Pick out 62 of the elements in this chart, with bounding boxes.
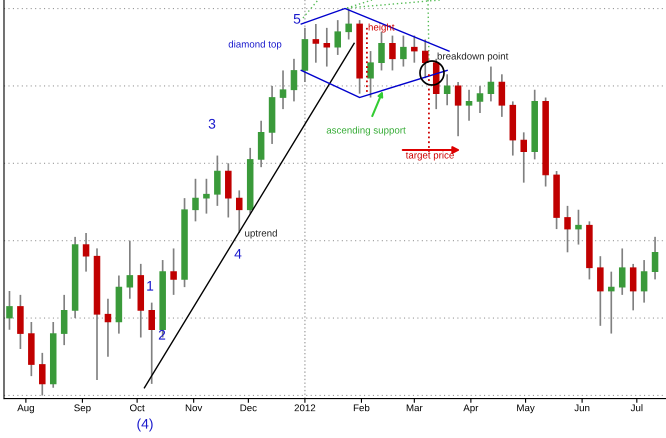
candlestick	[367, 50, 374, 98]
annotation: 3	[208, 118, 216, 129]
annotation: 4	[234, 249, 242, 259]
x-tick-label: Dec	[240, 404, 257, 412]
x-tick-label: Apr	[463, 404, 478, 414]
candlestick	[60, 294, 68, 346]
candlestick	[575, 208, 582, 246]
candlestick	[640, 259, 648, 304]
annotation: uptrend	[245, 229, 277, 239]
candlestick	[652, 236, 658, 280]
candlestick	[498, 73, 506, 118]
candlestick	[170, 248, 177, 296]
candlestick	[39, 352, 46, 396]
candlestick	[608, 270, 615, 334]
x-tick-label: Nov	[186, 404, 202, 412]
candlestick	[444, 73, 450, 106]
candlestick	[378, 30, 385, 72]
candlestick	[214, 154, 221, 207]
candlestick	[564, 205, 571, 254]
candlestick	[290, 58, 298, 102]
annotation: height	[368, 23, 394, 33]
candlestick	[618, 248, 626, 296]
candlestick	[82, 232, 90, 272]
x-tick-label: Mar	[406, 404, 423, 412]
text: (4)	[137, 418, 153, 432]
annotation: 1	[147, 281, 154, 291]
x-tick-label: Feb	[354, 404, 370, 412]
candlestick	[334, 19, 341, 56]
candlestick	[345, 8, 352, 40]
candlestick	[466, 88, 472, 122]
x-tick-label: Sep	[74, 404, 91, 414]
annotation: diamond top	[228, 40, 282, 50]
candlestick	[203, 178, 210, 214]
candlestick	[454, 81, 462, 138]
candlestick	[476, 85, 484, 114]
candlestick	[520, 132, 528, 184]
candlestick	[324, 27, 330, 68]
candlestick	[630, 263, 636, 312]
candlestick	[597, 255, 604, 327]
annotation: breakdown point	[438, 52, 508, 62]
candlestick	[411, 34, 418, 64]
candlestick	[104, 298, 112, 358]
candlestick	[422, 38, 429, 80]
annotation: ascending support	[326, 126, 406, 136]
x-tick-label: Oct	[130, 404, 145, 412]
candlestick	[236, 190, 243, 234]
x-tick-label: 2012	[294, 404, 316, 412]
candlestick	[488, 66, 494, 102]
x-tick-label: Jun	[574, 404, 590, 412]
candlestick	[312, 23, 320, 64]
x-tick-label: May	[517, 404, 535, 414]
x-tick-label: Aug	[17, 404, 34, 414]
annotation: target price	[406, 151, 454, 161]
candlestick	[389, 34, 396, 72]
candlestick	[192, 178, 199, 222]
candlestick	[400, 34, 407, 68]
x-tick-label: Jul	[630, 404, 642, 412]
candlestick	[126, 240, 134, 300]
annotation: 5	[294, 14, 300, 24]
candlestick	[280, 70, 286, 110]
candlestick	[148, 302, 155, 385]
candlestick	[6, 290, 13, 331]
